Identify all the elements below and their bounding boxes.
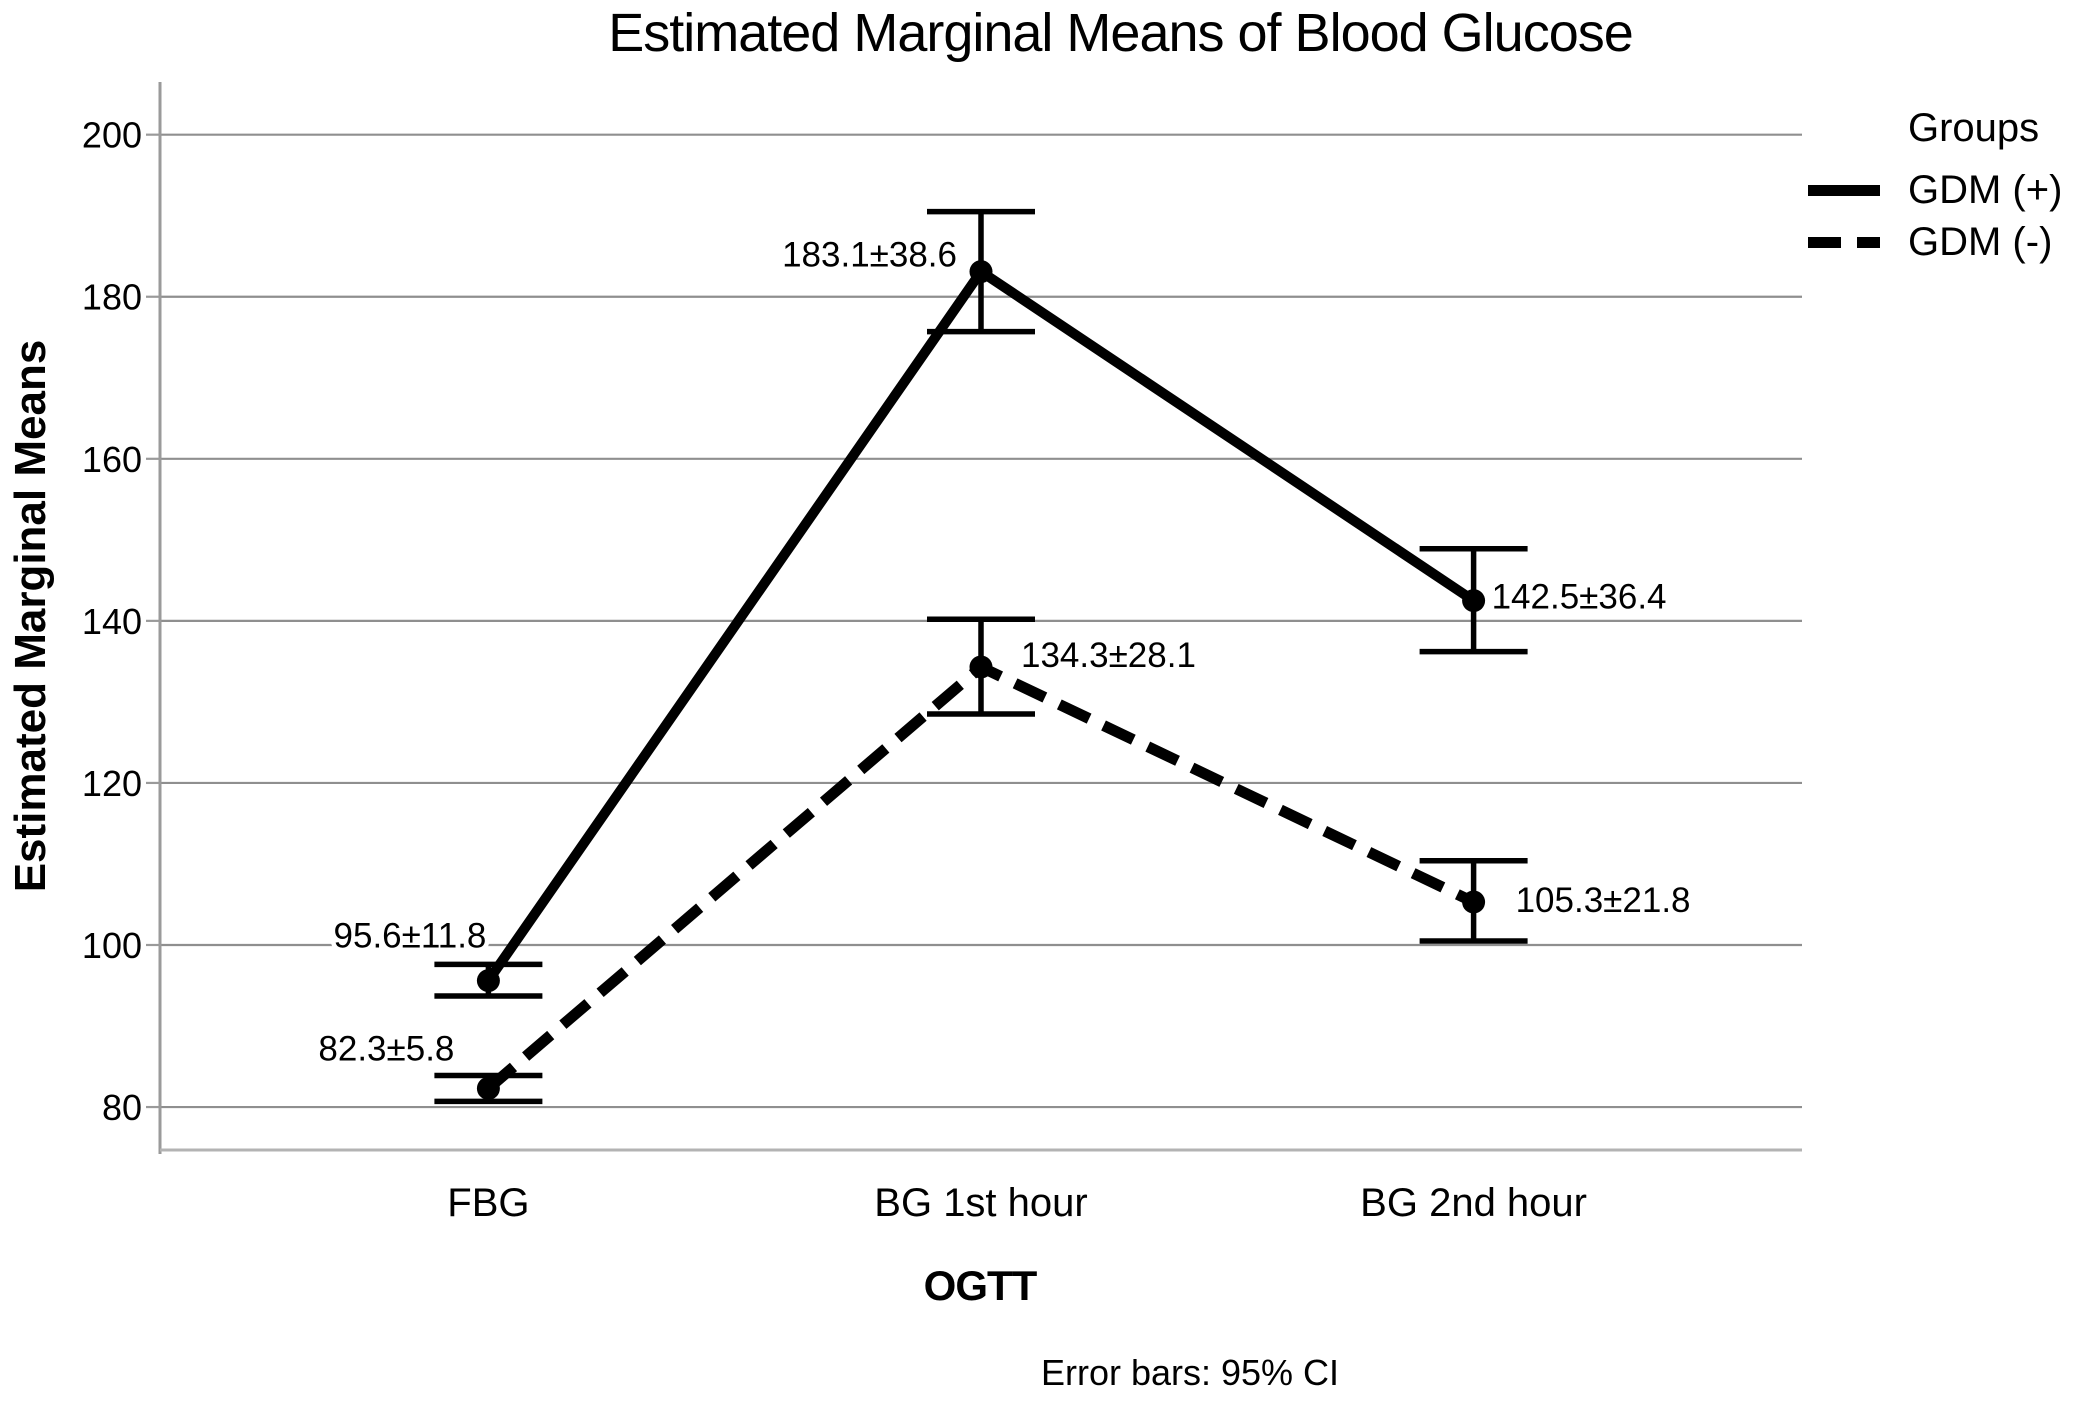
- error-bars-footnote: Error bars: 95% CI: [1040, 1352, 1340, 1393]
- legend-entry-label: GDM (+): [1908, 167, 2063, 212]
- data-point-label: 142.5±36.4: [1492, 578, 1667, 617]
- chart-title: Estimated Marginal Means of Blood Glucos…: [608, 3, 1634, 63]
- dashed-line-sample-icon: [1808, 236, 1880, 248]
- series-line-gdm-negative: [484, 661, 1476, 1093]
- y-tick-label: 120: [82, 763, 142, 804]
- data-point-marker: [476, 969, 500, 993]
- data-point-marker: [1462, 589, 1486, 613]
- data-point-label: 183.1±38.6: [782, 236, 957, 275]
- legend-entry-gdm-negative: GDM (-): [1808, 216, 2062, 268]
- x-axis-title: OGTT: [923, 1262, 1038, 1309]
- y-tick-label: 160: [82, 439, 142, 480]
- x-category-label: FBG: [447, 1181, 529, 1225]
- data-point-label: 105.3±21.8: [1516, 881, 1691, 920]
- legend-title: Groups: [1908, 106, 2040, 150]
- legend-entry-gdm-positive: GDM (+): [1808, 164, 2062, 216]
- data-point-marker: [969, 260, 993, 284]
- data-point-label: 82.3±5.8: [318, 1029, 454, 1068]
- y-tick-label: 100: [82, 925, 142, 966]
- data-point-marker: [476, 1076, 500, 1100]
- y-tick-label: 140: [82, 601, 142, 642]
- data-point-label: 95.6±11.8: [334, 917, 487, 956]
- y-tick-label: 180: [82, 277, 142, 318]
- y-tick-label: 80: [102, 1087, 142, 1128]
- legend-entry-label: GDM (-): [1908, 219, 2053, 264]
- solid-line-sample-icon: [1808, 184, 1880, 196]
- y-tick-label: 200: [82, 115, 142, 156]
- data-point-marker: [969, 655, 993, 679]
- legend: Groups GDM (+) GDM (-): [1808, 104, 2062, 268]
- data-point-marker: [1462, 890, 1486, 914]
- x-category-label: BG 1st hour: [874, 1181, 1087, 1225]
- x-category-label: BG 2nd hour: [1360, 1181, 1587, 1225]
- y-axis-title: Estimated Marginal Means: [6, 339, 55, 893]
- data-point-label: 134.3±28.1: [1021, 636, 1196, 675]
